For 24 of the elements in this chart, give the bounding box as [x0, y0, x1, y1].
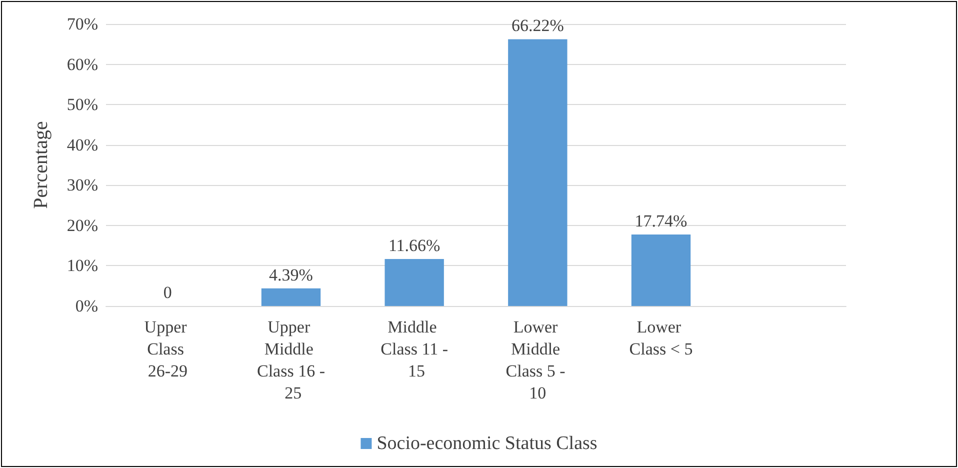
legend-label: Socio-economic Status Class	[376, 433, 598, 454]
x-tick-label: Upper Middle Class 16 - 25	[257, 318, 326, 402]
y-tick-label: 0%	[75, 296, 98, 316]
bar	[261, 288, 321, 306]
bar	[631, 234, 691, 306]
y-tick-label: 60%	[66, 54, 98, 74]
y-tick-label: 20%	[66, 216, 98, 235]
x-tick-label: Lower Class < 5	[629, 318, 693, 358]
y-tick-label: 40%	[66, 135, 98, 154]
x-tick-label: Upper Class 26-29	[144, 318, 192, 380]
y-tick-label: 50%	[66, 95, 98, 114]
data-label: 4.39%	[269, 265, 313, 284]
y-tick-label: 30%	[66, 176, 98, 195]
data-label: 11.66%	[388, 236, 440, 256]
x-tick-label: Middle Class 11 - 15	[380, 318, 448, 380]
data-label: 66.22%	[511, 16, 564, 36]
data-label: 17.74%	[634, 212, 688, 231]
bar	[508, 39, 568, 306]
bar	[384, 259, 444, 306]
data-label: 0	[163, 283, 172, 302]
y-axis-title: Percentage	[30, 121, 52, 209]
x-tick-label: Lower Middle Class 5 - 10	[506, 318, 570, 402]
y-tick-label: 10%	[66, 256, 98, 276]
y-tick-label: 70%	[66, 14, 98, 34]
